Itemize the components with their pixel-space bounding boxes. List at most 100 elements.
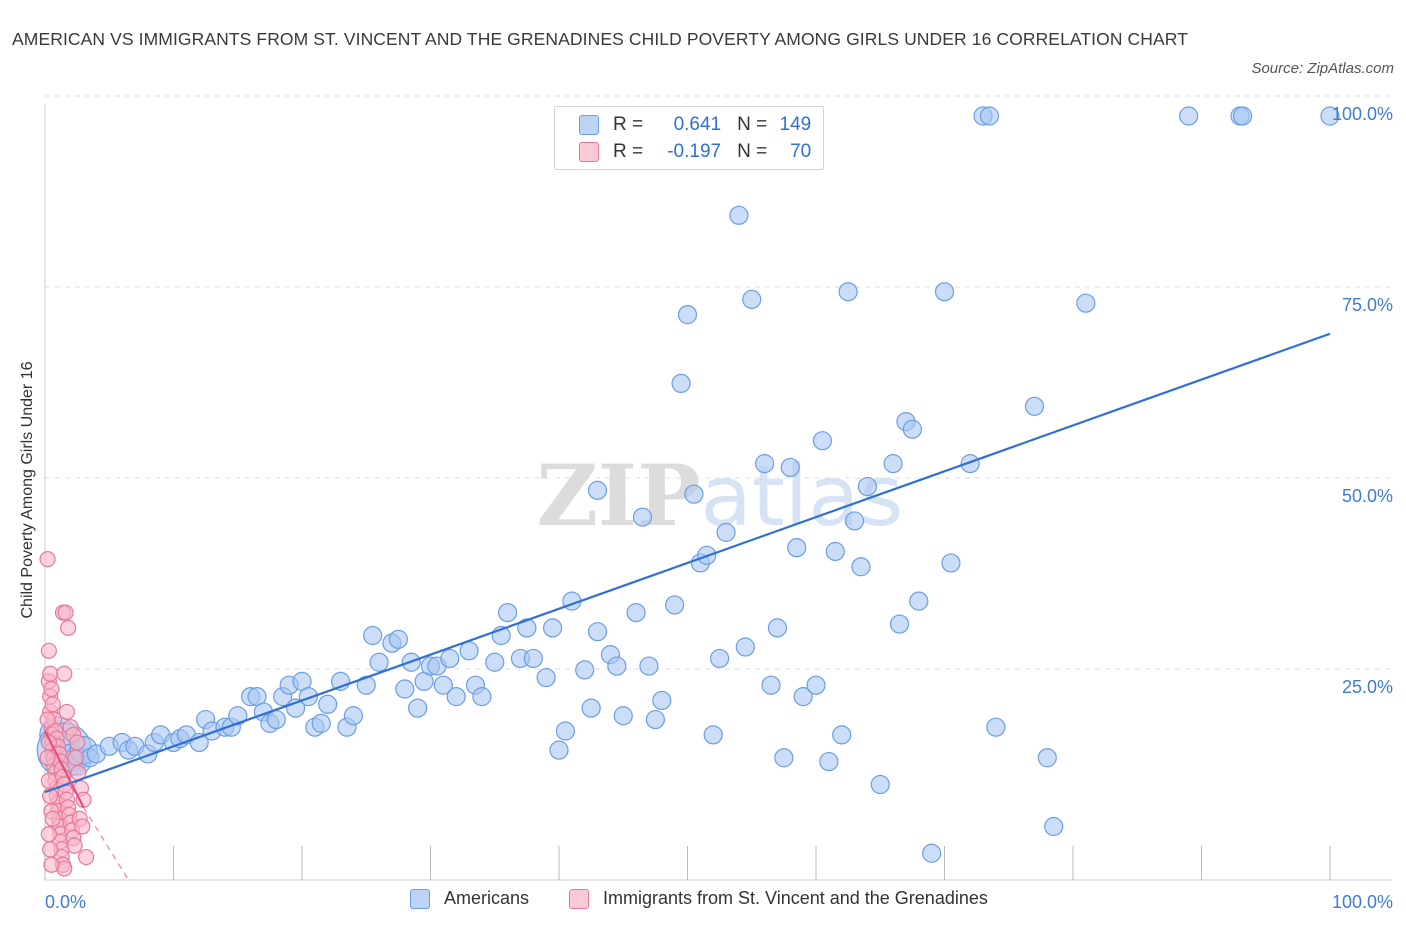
americans-point <box>645 709 665 730</box>
americans-point <box>960 454 980 474</box>
americans-point <box>266 709 286 730</box>
bottom-legend: Americans Immigrants from St. Vincent an… <box>0 888 1406 918</box>
immigrants-trend-extension <box>83 807 130 881</box>
americans-legend-swatch <box>410 888 430 909</box>
immigrants-point <box>66 837 83 854</box>
legend-item-immigrants[interactable]: Immigrants from St. Vincent and the Gren… <box>569 888 988 909</box>
americans-point <box>729 205 749 225</box>
americans-point <box>587 480 608 500</box>
r-value: -0.197 <box>667 141 722 162</box>
americans-point <box>356 675 376 695</box>
n-label: N = <box>737 141 768 162</box>
americans-point <box>575 660 595 680</box>
immigrants-point <box>40 642 57 659</box>
americans-point <box>587 622 608 642</box>
americans-point <box>793 687 813 707</box>
immigrants-point <box>44 810 61 827</box>
immigrants-trend-line <box>44 730 85 808</box>
americans-point <box>485 652 505 672</box>
americans-point <box>318 694 338 714</box>
americans-point <box>472 687 492 707</box>
immigrants-point <box>39 749 56 766</box>
americans-point <box>369 652 389 672</box>
immigrants-swatch <box>579 142 599 162</box>
legend-item-americans[interactable]: Americans <box>410 888 529 909</box>
americans-swatch <box>579 115 599 135</box>
americans-point <box>311 713 331 733</box>
americans-point <box>555 721 576 741</box>
americans-point <box>844 511 865 531</box>
americans-point <box>228 706 248 726</box>
americans-point <box>639 656 659 676</box>
americans-point <box>1233 106 1253 126</box>
source-label: Source: ZipAtlas.com <box>1251 60 1394 77</box>
americans-point <box>832 725 852 745</box>
americans-point <box>498 602 518 623</box>
americans-point <box>1076 293 1096 313</box>
americans-point <box>395 679 415 699</box>
y-tick-label: 50.0% <box>1342 486 1393 506</box>
americans-point <box>343 706 363 726</box>
americans-point <box>870 774 890 795</box>
y-tick-label: 75.0% <box>1342 295 1393 315</box>
americans-point <box>941 553 961 573</box>
n-value: 149 <box>779 114 812 135</box>
americans-point <box>902 419 922 439</box>
immigrants-point <box>57 604 74 621</box>
x-tick-label: 0.0% <box>45 892 86 912</box>
americans-point <box>703 725 723 745</box>
americans-point <box>1044 816 1064 837</box>
r-label: R = <box>613 141 644 162</box>
americans-point <box>684 484 704 504</box>
stats-legend: R = 0.641 N = 149 R = -0.197 N = 70 <box>554 106 824 170</box>
americans-point <box>979 106 1000 126</box>
americans-point <box>986 717 1006 737</box>
americans-point <box>909 591 929 611</box>
americans-point <box>433 675 453 695</box>
americans-point <box>754 454 775 474</box>
americans-point <box>1037 748 1057 768</box>
americans-point <box>613 706 633 726</box>
americans-point <box>922 843 942 863</box>
americans-point <box>536 667 556 688</box>
americans-point <box>787 538 807 558</box>
americans-point <box>632 507 653 527</box>
americans-point <box>652 690 672 711</box>
americans-point <box>857 476 878 497</box>
americans-point <box>934 282 955 302</box>
americans-point <box>459 641 479 661</box>
americans-point <box>408 698 428 718</box>
immigrants-point <box>39 711 56 728</box>
r-value: 0.641 <box>673 114 722 135</box>
americans-point <box>780 457 800 478</box>
americans-point <box>665 595 685 615</box>
americans-point <box>774 748 794 768</box>
r-label: R = <box>613 114 644 135</box>
americans-point <box>851 557 871 577</box>
americans-point <box>742 289 762 309</box>
y-tick-label: 25.0% <box>1342 677 1393 697</box>
americans-point <box>735 637 755 657</box>
americans-point <box>838 282 858 302</box>
immigrants-point <box>67 749 84 766</box>
americans-point <box>388 629 408 649</box>
americans-point <box>607 656 627 676</box>
immigrants-point <box>78 848 95 866</box>
americans-point <box>825 541 845 562</box>
immigrants-point <box>42 665 59 682</box>
legend-label: Americans <box>444 888 530 908</box>
americans-point <box>1024 396 1045 416</box>
americans-point <box>1179 106 1199 126</box>
immigrants-point <box>58 703 75 721</box>
immigrants-point <box>42 841 59 858</box>
americans-point <box>549 740 569 760</box>
immigrants-point <box>69 734 86 751</box>
immigrants-point <box>60 619 77 636</box>
immigrants-point <box>56 665 73 682</box>
chart-title: AMERICAN VS IMMIGRANTS FROM ST. VINCENT … <box>12 29 1189 49</box>
americans-point <box>517 618 537 638</box>
americans-point <box>812 431 833 451</box>
n-value: 70 <box>790 141 812 162</box>
americans-point <box>671 373 691 393</box>
